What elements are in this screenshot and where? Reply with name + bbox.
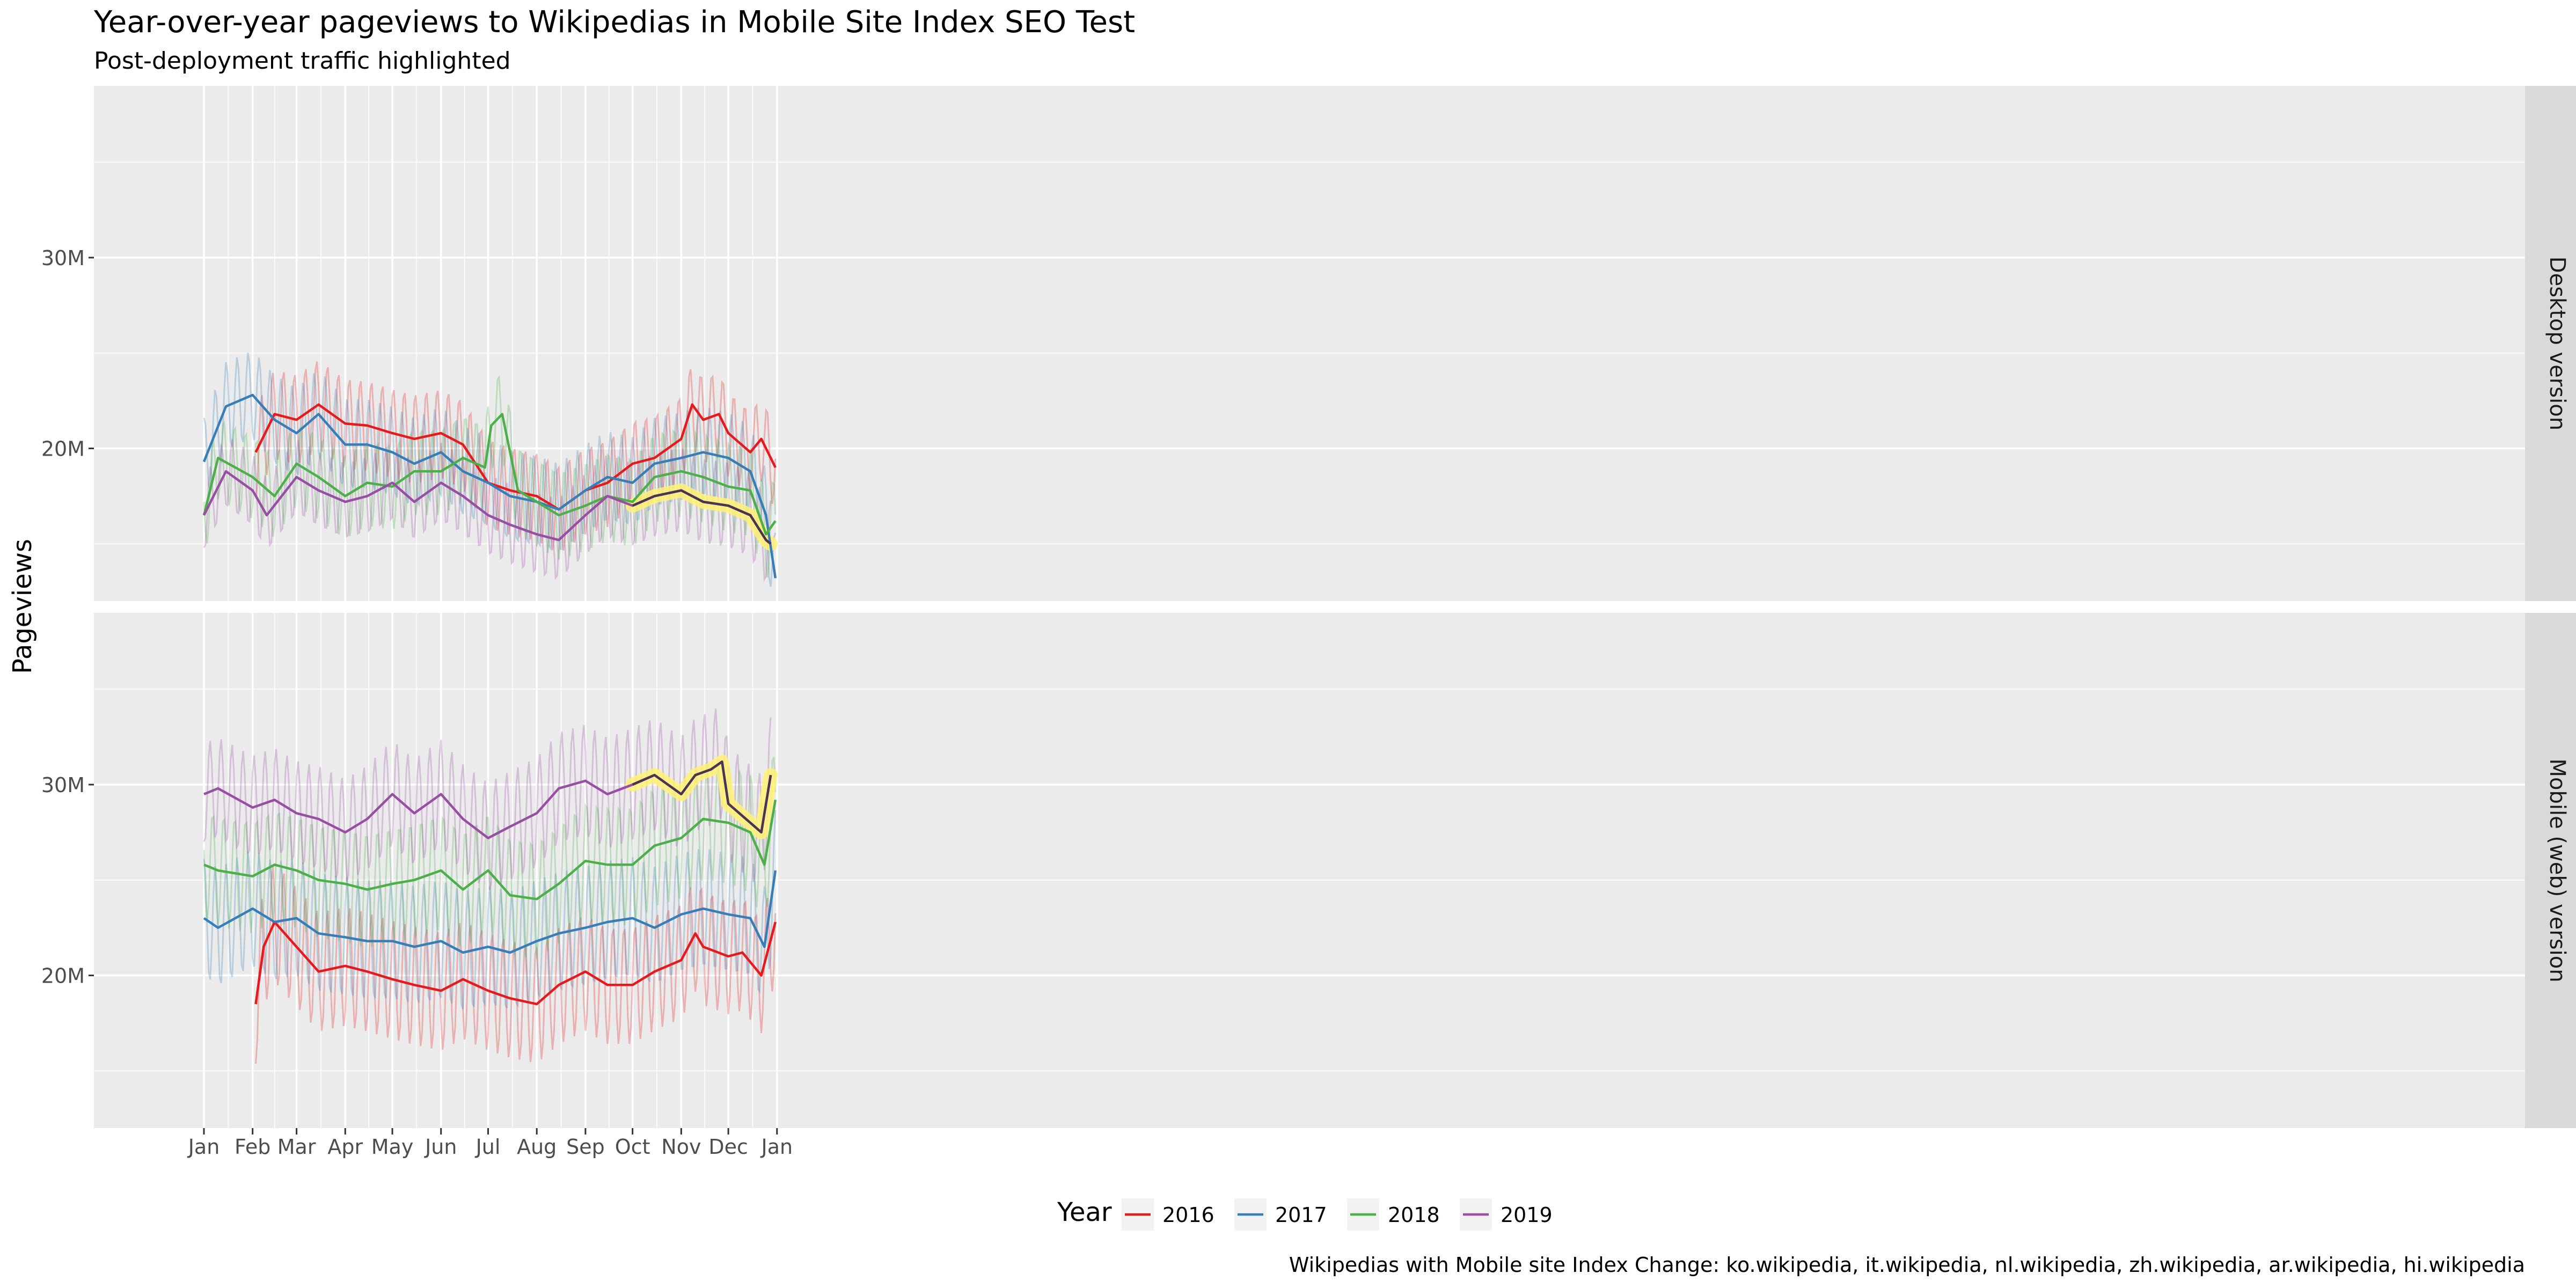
y-tick-label: 30M (41, 246, 85, 270)
y-axis: 20M 30M (41, 773, 94, 988)
panel-background (94, 613, 2525, 1128)
y-axis-label: Pageviews (8, 539, 38, 674)
series-line-2016 (254, 403, 777, 511)
highlighted-line-2019 (632, 489, 772, 545)
x-tick-label: Sep (566, 1135, 605, 1159)
x-tick-label: Jan (760, 1135, 793, 1159)
x-tick-label: Jun (424, 1135, 457, 1159)
legend-label: 2019 (1501, 1203, 1553, 1227)
series-line-2017 (203, 870, 777, 954)
facet-strip (2525, 86, 2576, 601)
chart-title: Year-over-year pageviews to Wikipedias i… (93, 5, 1135, 40)
x-tick-label: Jan (187, 1135, 220, 1159)
panel-background (94, 86, 2525, 601)
smoothed-lines (202, 393, 777, 579)
x-tick-label: Oct (615, 1135, 650, 1159)
raw-line-2019 (203, 439, 772, 582)
panel-mobile: 20M 30M Mobile (web) version (41, 613, 2576, 1128)
raw-line-2016 (255, 361, 777, 551)
grid (94, 613, 2525, 1128)
series-line-2018 (203, 800, 777, 901)
x-tick-label: Nov (661, 1135, 701, 1159)
facet-strip (2525, 613, 2576, 1128)
x-tick-label: May (371, 1135, 414, 1159)
legend-title: Year (1057, 1197, 1112, 1227)
x-tick-label: Mar (277, 1135, 316, 1159)
smoothed-lines (203, 760, 777, 1006)
x-tick-label: Dec (708, 1135, 748, 1159)
raw-line-2018 (203, 375, 777, 578)
raw-line-2017 (203, 810, 777, 1009)
series-line-2017 (202, 393, 777, 579)
chart-subtitle: Post-deployment traffic highlighted (94, 47, 511, 75)
x-tick-label: Feb (235, 1135, 270, 1159)
legend-label: 2017 (1275, 1203, 1327, 1227)
y-tick-label: 20M (41, 437, 85, 461)
panel-desktop: 20M 30M Desktop version (41, 86, 2576, 601)
chart-caption: Wikipedias with Mobile site Index Change… (1289, 1253, 2525, 1277)
facet-label: Mobile (web) version (2545, 758, 2570, 982)
y-tick-label: 20M (41, 964, 85, 988)
legend-label: 2016 (1162, 1203, 1214, 1227)
facet-label: Desktop version (2545, 257, 2570, 430)
x-tick-label: Apr (327, 1135, 363, 1159)
raw-line-2018 (203, 757, 777, 959)
raw-line-2016 (255, 866, 777, 1064)
x-axis: Jan Feb Mar Apr May Jun Jul Aug Sep Oct Nov Dec Jan (187, 1128, 793, 1159)
x-tick-label: Jul (475, 1135, 501, 1159)
legend: Year 2016 2017 2018 2019 (1057, 1197, 1553, 1231)
series-line-2016 (254, 920, 777, 1006)
x-tick-label: Aug (517, 1135, 557, 1159)
y-tick-label: 30M (41, 773, 85, 797)
legend-label: 2018 (1388, 1203, 1440, 1227)
highlighted-line-2019 (632, 760, 772, 834)
y-axis: 20M 30M (41, 246, 94, 461)
series-line-2018 (202, 413, 777, 536)
